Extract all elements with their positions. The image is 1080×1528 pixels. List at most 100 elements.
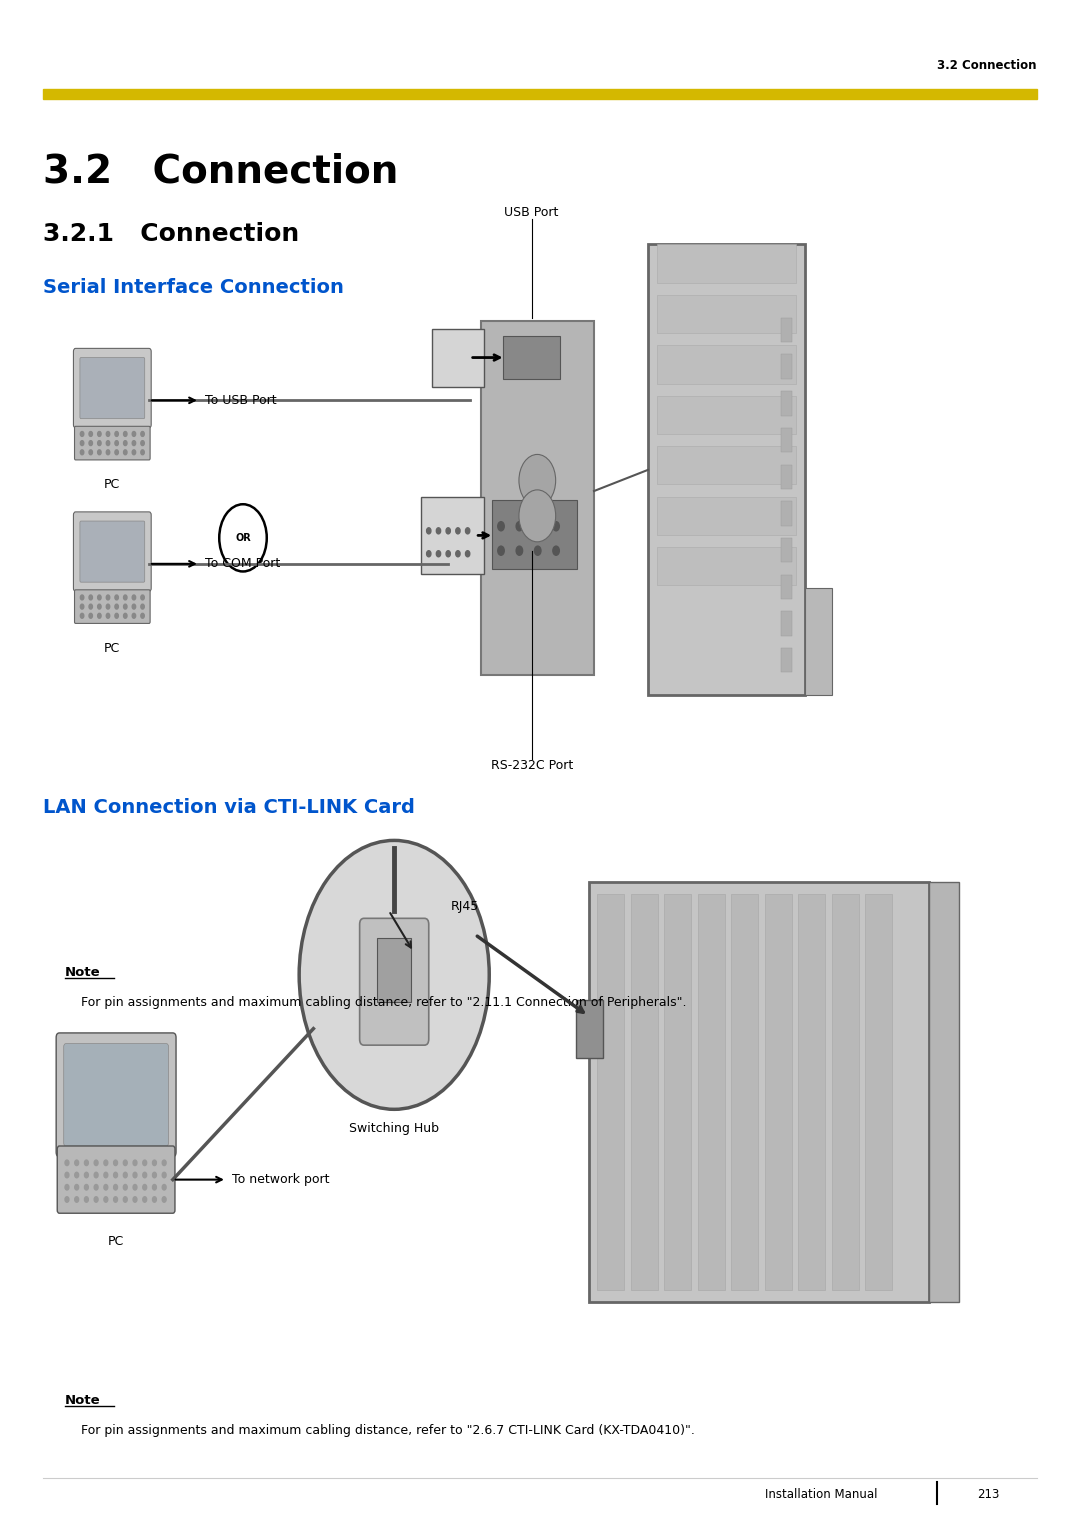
Bar [781, 538, 792, 562]
Bar [664, 894, 691, 1290]
Circle shape [152, 1160, 157, 1166]
Circle shape [89, 613, 93, 619]
Bar [648, 244, 805, 695]
Circle shape [114, 613, 119, 619]
Circle shape [456, 527, 460, 533]
Circle shape [97, 431, 102, 437]
Circle shape [104, 1172, 108, 1178]
Text: For pin assignments and maximum cabling distance, refer to "2.6.7 CTI-LINK Card : For pin assignments and maximum cabling … [65, 1424, 694, 1438]
Bar [781, 648, 792, 672]
Text: LAN Connection via CTI-LINK Card: LAN Connection via CTI-LINK Card [43, 798, 415, 816]
Circle shape [106, 431, 110, 437]
Circle shape [75, 1172, 79, 1178]
Text: Note: Note [65, 1394, 100, 1407]
FancyBboxPatch shape [360, 918, 429, 1045]
Circle shape [123, 431, 127, 437]
Circle shape [113, 1160, 118, 1166]
Circle shape [123, 440, 127, 446]
Text: 3.2   Connection: 3.2 Connection [43, 153, 399, 191]
Text: For pin assignments and maximum cabling distance, refer to "2.11.1 Connection of: For pin assignments and maximum cabling … [65, 996, 686, 1010]
Bar [631, 894, 658, 1290]
Circle shape [446, 550, 450, 556]
Circle shape [80, 449, 84, 455]
Circle shape [114, 431, 119, 437]
Circle shape [132, 449, 136, 455]
Circle shape [84, 1196, 89, 1203]
FancyBboxPatch shape [73, 348, 151, 428]
Circle shape [104, 1184, 108, 1190]
Text: PC: PC [107, 1235, 124, 1248]
Circle shape [80, 431, 84, 437]
Circle shape [516, 545, 523, 555]
Circle shape [143, 1196, 147, 1203]
Bar [781, 575, 792, 599]
Bar [781, 611, 792, 636]
Circle shape [162, 1172, 166, 1178]
FancyBboxPatch shape [75, 426, 150, 460]
Bar [657, 446, 796, 484]
Circle shape [94, 1184, 98, 1190]
Circle shape [133, 1172, 137, 1178]
Circle shape [65, 1172, 69, 1178]
Bar [698, 894, 725, 1290]
Text: To network port: To network port [232, 1174, 329, 1186]
Bar [765, 894, 792, 1290]
Bar [657, 497, 796, 535]
Bar [657, 547, 796, 585]
Circle shape [299, 840, 489, 1109]
Circle shape [140, 604, 145, 610]
Circle shape [132, 440, 136, 446]
Circle shape [80, 594, 84, 601]
Text: RJ45: RJ45 [451, 900, 480, 912]
Circle shape [152, 1172, 157, 1178]
Circle shape [535, 521, 541, 530]
Bar [43, 89, 1037, 99]
Bar [657, 295, 796, 333]
Circle shape [132, 431, 136, 437]
Bar [805, 588, 832, 695]
Text: 213: 213 [977, 1488, 999, 1500]
FancyBboxPatch shape [80, 358, 145, 419]
Circle shape [465, 527, 470, 533]
Circle shape [89, 594, 93, 601]
Circle shape [152, 1184, 157, 1190]
Circle shape [123, 1172, 127, 1178]
Text: Note: Note [65, 966, 100, 979]
Circle shape [114, 449, 119, 455]
FancyBboxPatch shape [73, 512, 151, 591]
Bar [865, 894, 892, 1290]
Circle shape [162, 1184, 166, 1190]
Bar [432, 329, 484, 387]
Bar [657, 345, 796, 384]
Text: PC: PC [104, 642, 121, 656]
Circle shape [436, 550, 441, 556]
Circle shape [114, 604, 119, 610]
Circle shape [123, 604, 127, 610]
Circle shape [89, 440, 93, 446]
Circle shape [133, 1184, 137, 1190]
Circle shape [94, 1160, 98, 1166]
Circle shape [113, 1196, 118, 1203]
Text: Serial Interface Connection: Serial Interface Connection [43, 278, 345, 296]
Circle shape [89, 604, 93, 610]
Bar [589, 882, 929, 1302]
Bar [929, 882, 959, 1302]
Circle shape [518, 454, 555, 506]
Circle shape [113, 1184, 118, 1190]
Circle shape [427, 550, 431, 556]
Bar [576, 999, 603, 1057]
Circle shape [97, 440, 102, 446]
Bar [781, 465, 792, 489]
FancyBboxPatch shape [75, 590, 150, 623]
Circle shape [65, 1196, 69, 1203]
Circle shape [219, 504, 267, 571]
Circle shape [143, 1172, 147, 1178]
FancyBboxPatch shape [56, 1033, 176, 1157]
Circle shape [140, 431, 145, 437]
Circle shape [123, 594, 127, 601]
Circle shape [97, 613, 102, 619]
Circle shape [140, 594, 145, 601]
Circle shape [106, 594, 110, 601]
Circle shape [65, 1184, 69, 1190]
Circle shape [80, 613, 84, 619]
